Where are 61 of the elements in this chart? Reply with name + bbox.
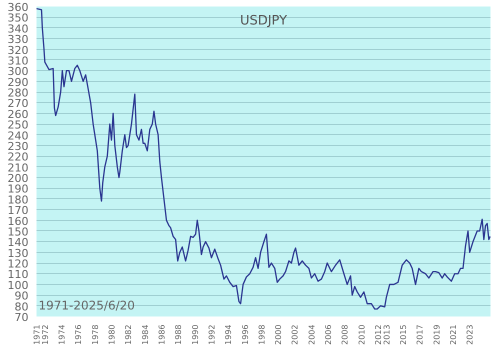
y-tick-label: 220 xyxy=(8,150,29,164)
annotation: 1971-2025/6/20 xyxy=(38,298,135,312)
y-tick-label: 130 xyxy=(8,246,29,260)
text: USDJPY xyxy=(240,14,288,28)
y-tick-label: 330 xyxy=(8,33,29,46)
y-tick-label: 290 xyxy=(8,76,29,89)
x-tick-label: 1996 xyxy=(240,324,250,345)
x-tick-label: 1976 xyxy=(74,324,84,345)
line-series xyxy=(36,8,490,310)
x-tick-label: 2000 xyxy=(274,324,284,345)
x-tick-label: 2013 xyxy=(382,324,392,345)
y-tick-label: 230 xyxy=(8,140,29,153)
y-tick-label: 100 xyxy=(8,278,29,292)
y-tick-label: 120 xyxy=(8,258,29,271)
x-tick-label: 1982 xyxy=(124,324,134,345)
y-tick-label: 240 xyxy=(8,129,29,142)
y-tick-label: 260 xyxy=(8,108,29,121)
y-tick-label: 190 xyxy=(8,182,29,196)
x-tick-label: 1990 xyxy=(190,324,200,345)
x-tick-label: 2019 xyxy=(432,324,442,345)
y-tick-label: 360 xyxy=(8,1,29,14)
x-tick-label: 2004 xyxy=(307,324,316,345)
y-tick-label: 150 xyxy=(8,225,29,238)
x-tick-label: 2010 xyxy=(357,324,366,345)
x-tick-label: 2002 xyxy=(290,324,300,345)
x-tick-label: 2021 xyxy=(449,324,458,345)
y-tick-label: 90 xyxy=(14,290,29,303)
x-tick-label: 1978 xyxy=(90,324,100,345)
x-tick-label: 1980 xyxy=(107,324,116,345)
x-tick-label: 2012 xyxy=(374,324,384,345)
y-tick-label: 180 xyxy=(8,193,29,206)
y-tick-label: 160 xyxy=(8,214,29,228)
x-tick-label: 1988 xyxy=(174,324,184,345)
x-tick-label: 2006 xyxy=(324,324,334,345)
x-tick-label: 1972 xyxy=(40,324,50,345)
y-tick-label: 70 xyxy=(14,311,29,324)
y-tick-label: 300 xyxy=(8,65,29,78)
x-tick-label: 2017 xyxy=(416,324,425,345)
x-tick-label: 1984 xyxy=(140,324,150,345)
x-tick-label: 1998 xyxy=(257,324,266,345)
y-tick-label: 200 xyxy=(8,172,29,186)
y-tick-label: 210 xyxy=(8,161,29,174)
y-tick-label: 170 xyxy=(8,204,29,218)
x-tick-label: 1974 xyxy=(57,324,66,345)
y-tick-label: 350 xyxy=(8,12,29,25)
y-tick-label: 310 xyxy=(8,54,29,68)
y-tick-label: 80 xyxy=(14,300,29,314)
y-tick-label: 280 xyxy=(8,86,29,100)
x-tick-label: 2023 xyxy=(466,324,475,345)
x-tick-label: 1992 xyxy=(207,324,216,345)
y-tick-label: 270 xyxy=(8,97,29,110)
x-tick-label: 1986 xyxy=(157,324,166,345)
y-tick-label: 110 xyxy=(8,268,29,282)
x-tick-label: 2008 xyxy=(340,324,350,345)
y-tick-label: 140 xyxy=(8,236,29,250)
y-tick-label: 320 xyxy=(8,44,29,57)
y-tick-label: 250 xyxy=(8,118,29,132)
x-tick-label: 1971 xyxy=(32,324,42,345)
y-tick-label: 340 xyxy=(8,22,29,36)
x-tick-label: 1994 xyxy=(224,324,234,345)
x-tick-label: 2015 xyxy=(399,324,408,345)
